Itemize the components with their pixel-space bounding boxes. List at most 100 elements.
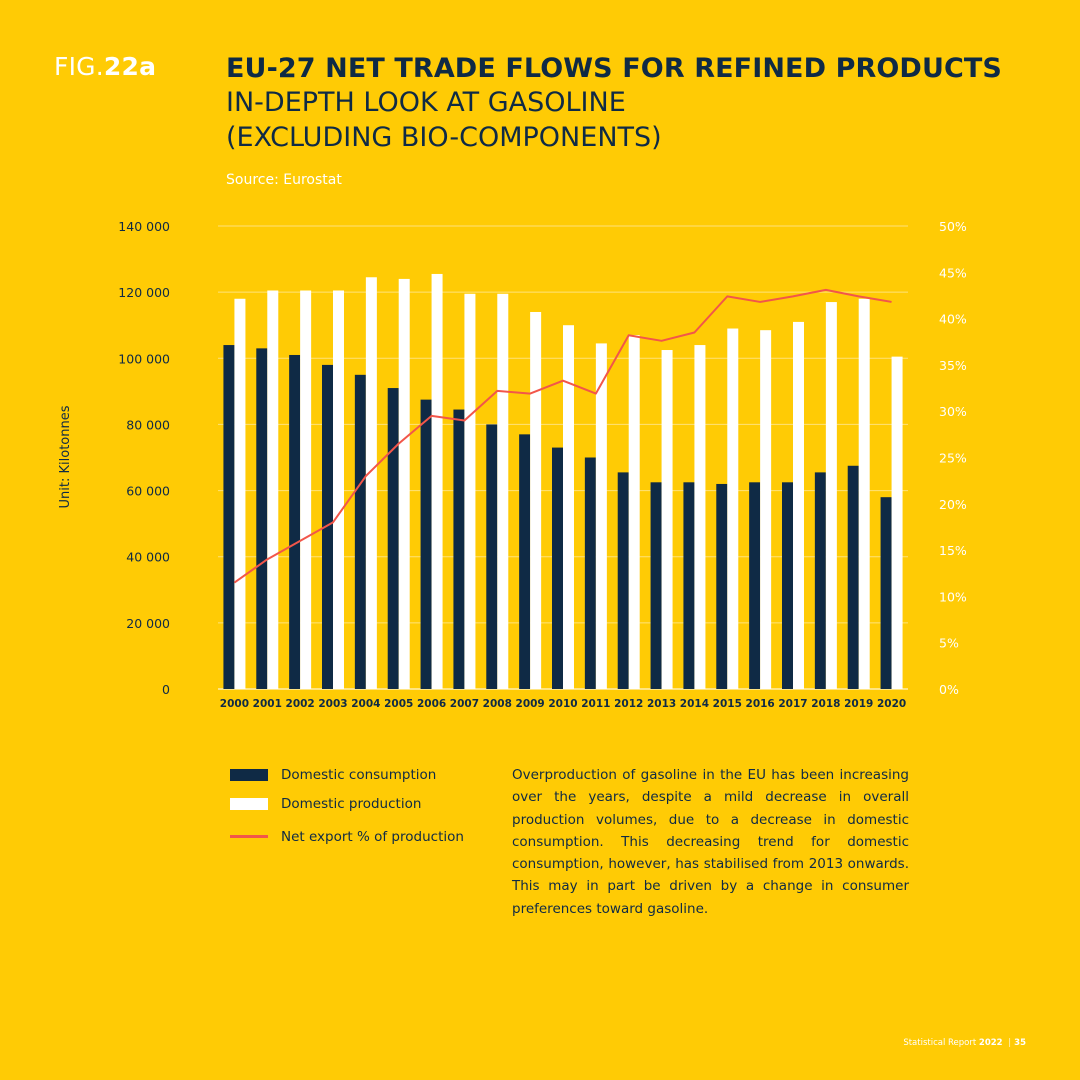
y-left-tick-label: 100 000: [118, 351, 170, 366]
bars: [223, 273, 903, 689]
x-tick-label: 2015: [713, 698, 742, 710]
bar-domestic-production: [464, 293, 476, 689]
y-right-tick-label: 15%: [939, 543, 967, 558]
y-left-tick-label: 140 000: [118, 219, 170, 234]
bar-domestic-production: [333, 290, 344, 689]
x-tick-label: 2001: [253, 698, 282, 710]
y-left-tick-label: 40 000: [126, 550, 170, 565]
bar-domestic-consumption: [749, 482, 761, 689]
figure-label: FIG.22a: [54, 52, 156, 81]
bar-domestic-production: [431, 273, 443, 689]
bar-domestic-consumption: [420, 399, 432, 689]
bar-domestic-consumption: [223, 345, 235, 689]
legend: Domestic consumption Domestic production…: [230, 760, 490, 851]
y-right-tick-label: 20%: [939, 497, 967, 512]
legend-item-export: Net export % of production: [230, 822, 490, 851]
legend-item-consumption: Domestic consumption: [230, 760, 490, 789]
bar-domestic-production: [530, 311, 542, 689]
legend-swatch-consumption: [230, 768, 268, 781]
bar-domestic-production: [300, 290, 312, 689]
bar-domestic-consumption: [782, 482, 793, 689]
x-tick-label: 2013: [647, 698, 676, 710]
y-right-tick-label: 50%: [939, 219, 967, 234]
bar-domestic-consumption: [289, 354, 301, 689]
bar-domestic-consumption: [880, 497, 892, 689]
x-tick-label: 2009: [516, 698, 545, 710]
y-right-tick-label: 5%: [939, 636, 959, 651]
bar-domestic-production: [661, 350, 673, 689]
legend-item-production: Domestic production: [230, 789, 490, 818]
bar-domestic-consumption: [650, 482, 662, 689]
x-tick-label: 2020: [877, 698, 906, 710]
bar-domestic-production: [628, 335, 640, 689]
y-right-tick-label: 25%: [939, 451, 967, 466]
y-left-tick-label: 20 000: [126, 616, 170, 631]
commentary-paragraph: Overproduction of gasoline in the EU has…: [512, 767, 909, 917]
figure-prefix: FIG.: [54, 52, 104, 81]
bar-domestic-production: [825, 302, 837, 689]
y-right-tick-label: 10%: [939, 589, 967, 604]
x-tick-label: 2011: [581, 698, 610, 710]
x-tick-label: 2000: [220, 698, 249, 710]
bar-domestic-production: [793, 321, 804, 689]
footer-page: 35: [1014, 1038, 1026, 1048]
bar-domestic-production: [563, 325, 574, 689]
x-tick-label: 2005: [384, 698, 413, 710]
y-left-tick-label: 120 000: [118, 285, 170, 300]
bar-domestic-production: [497, 293, 509, 689]
bar-domestic-production: [365, 277, 377, 689]
bar-domestic-consumption: [486, 424, 498, 689]
bar-domestic-production: [595, 343, 607, 689]
y-right-tick-label: 40%: [939, 312, 967, 327]
bar-domestic-production: [891, 356, 903, 689]
bar-domestic-consumption: [453, 409, 465, 689]
bar-domestic-production: [760, 330, 772, 689]
bar-domestic-consumption: [552, 447, 563, 689]
bar-domestic-consumption: [519, 434, 531, 689]
x-tick-label: 2002: [286, 698, 315, 710]
bar-domestic-production: [694, 345, 706, 689]
footer-report: Statistical Report: [903, 1038, 977, 1048]
y-right-tick-label: 0%: [939, 682, 959, 697]
legend-label-consumption: Domestic consumption: [281, 766, 437, 783]
x-tick-label: 2006: [417, 698, 446, 710]
legend-label-production: Domestic production: [281, 795, 422, 812]
bar-domestic-consumption: [814, 472, 826, 689]
line-net-export-percent: [233, 288, 892, 584]
y-axis-title: Unit: Kilotonnes: [58, 405, 73, 508]
y-left-tick-label: 0: [162, 682, 170, 697]
bar-domestic-consumption: [322, 364, 333, 689]
legend-swatch-export: [230, 835, 268, 838]
x-tick-label: 2008: [483, 698, 512, 710]
y-left-tick-label: 60 000: [126, 484, 170, 499]
bar-domestic-production: [234, 298, 246, 689]
bar-domestic-consumption: [617, 472, 629, 689]
y-left-tick-label: 80 000: [126, 417, 170, 432]
bar-domestic-consumption: [683, 482, 695, 689]
bar-domestic-production: [858, 298, 870, 689]
x-tick-label: 2010: [548, 698, 577, 710]
source-note: Source: Eurostat: [226, 172, 342, 188]
title-block: EU-27 NET TRADE FLOWS FOR REFINED PRODUC…: [226, 53, 1002, 155]
x-tick-label: 2003: [318, 698, 347, 710]
bar-domestic-production: [267, 290, 279, 689]
chart-subtitle: IN-DEPTH LOOK AT GASOLINE (EXCLUDING BIO…: [226, 87, 662, 153]
y-right-tick-label: 45%: [939, 265, 967, 280]
y-right-tick-label: 30%: [939, 404, 967, 419]
bar-domestic-production: [398, 278, 410, 689]
x-tick-label: 2018: [811, 698, 840, 710]
x-tick-label: 2014: [680, 698, 709, 710]
bar-domestic-consumption: [387, 388, 399, 689]
x-tick-label: 2019: [844, 698, 873, 710]
x-tick-label: 2012: [614, 698, 643, 710]
chart-title: EU-27 NET TRADE FLOWS FOR REFINED PRODUC…: [226, 53, 1002, 84]
export-line-layer: [233, 288, 892, 584]
chart: 0 20 000 40 000 60 000 80 000 100 000 120 000 1…: [58, 219, 967, 710]
bar-domestic-consumption: [584, 457, 596, 689]
figure-number: 22a: [103, 52, 157, 81]
footer-separator: |: [1008, 1038, 1012, 1048]
x-tick-label: 2016: [746, 698, 775, 710]
bar-domestic-consumption: [354, 374, 366, 689]
bar-domestic-consumption: [847, 465, 859, 689]
bar-domestic-consumption: [256, 348, 268, 689]
